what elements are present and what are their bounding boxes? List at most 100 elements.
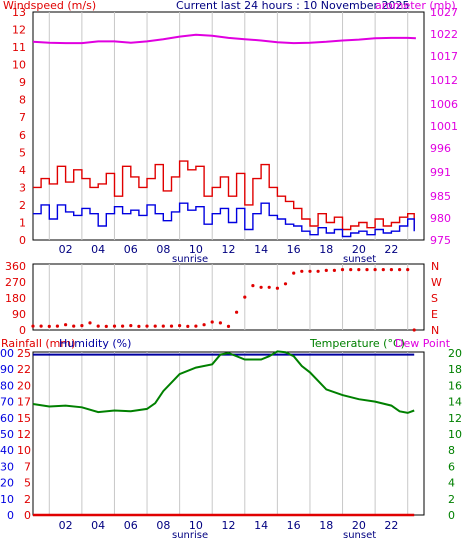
wind-x-axis: 02 04 06 08 10 12 14 16 18 20 22 xyxy=(59,243,399,256)
compass-tick-label: E xyxy=(431,308,438,321)
direction-point xyxy=(324,268,328,272)
x-tick-label: 20 xyxy=(352,243,366,256)
barometer-tick-label: 996 xyxy=(430,142,451,155)
temp-series xyxy=(32,350,415,517)
x-tick-label: 04 xyxy=(91,519,105,532)
rainfall-title: Rainfall (mm) xyxy=(1,337,75,350)
x-tick-label: 22 xyxy=(384,243,398,256)
direction-series xyxy=(31,268,416,332)
direction-point xyxy=(226,324,231,328)
compass-tick-label: W xyxy=(431,276,442,289)
direction-point xyxy=(194,324,198,328)
direction-tick-label: 270 xyxy=(5,276,26,289)
temperature-title: Temperature (°C) xyxy=(309,337,405,350)
direction-point xyxy=(210,320,214,324)
direction-point xyxy=(64,323,68,327)
direction-point xyxy=(267,285,271,289)
temperature-tick-label: 12 xyxy=(448,412,462,425)
direction-panel-frame xyxy=(32,263,425,331)
rain-tick-label: 10 xyxy=(17,444,31,457)
humidity-tick-label: 80 xyxy=(0,379,14,392)
compass-tick-label: N xyxy=(431,324,439,337)
temperature-tick-label: 14 xyxy=(448,396,462,409)
temperature-line xyxy=(32,350,415,414)
temperature-tick-label: 2 xyxy=(448,493,455,506)
direction-point xyxy=(72,324,76,328)
direction-point xyxy=(332,268,336,272)
direction-point xyxy=(316,269,320,273)
direction-point xyxy=(259,285,263,289)
direction-point xyxy=(308,269,312,273)
direction-point xyxy=(412,328,416,332)
temp-panel-frame xyxy=(32,351,425,516)
barometer-tick-label: 1012 xyxy=(430,74,458,87)
humidity-tick-label: 0 xyxy=(7,509,14,522)
temp-x-axis: 02 04 06 08 10 12 14 16 18 20 22 xyxy=(59,519,399,532)
direction-point xyxy=(80,324,84,328)
barometer-tick-label: 1022 xyxy=(430,28,458,41)
humidity-title: Humidity (%) xyxy=(59,337,131,350)
direction-point xyxy=(104,324,108,328)
direction-point xyxy=(373,268,377,272)
barometer-tick-label: 1006 xyxy=(430,98,458,111)
direction-point xyxy=(96,324,100,328)
wind-tick-label: 9 xyxy=(19,76,26,89)
direction-point xyxy=(129,324,133,328)
chart-title: Current last 24 hours : 10 November 2025 xyxy=(176,0,409,12)
direction-point xyxy=(153,324,157,328)
barometer-tick-label: 985 xyxy=(430,190,451,203)
direction-point xyxy=(398,268,402,272)
direction-point xyxy=(381,268,385,272)
x-tick-label: 08 xyxy=(156,519,170,532)
wind-tick-label: 6 xyxy=(19,129,26,142)
rain-tick-label: 17 xyxy=(17,396,31,409)
direction-point xyxy=(47,324,51,328)
humidity-tick-label: 10 xyxy=(0,493,14,506)
direction-point xyxy=(112,324,117,328)
temperature-tick-label: 18 xyxy=(448,363,462,376)
direction-point xyxy=(88,321,92,325)
wind-tick-label: 4 xyxy=(19,164,26,177)
temperature-tick-label: 16 xyxy=(448,379,462,392)
x-tick-label: 18 xyxy=(319,519,333,532)
barometer-tick-label: 1027 xyxy=(430,6,458,19)
direction-tick-label: 90 xyxy=(12,308,26,321)
temp-panel-grid xyxy=(48,352,409,515)
wind-tick-label: 11 xyxy=(12,41,26,54)
dewpoint-title: Dew Point xyxy=(395,337,451,350)
wind-tick-label: 3 xyxy=(19,181,26,194)
x-tick-label: 10 xyxy=(189,519,203,532)
x-tick-label: 12 xyxy=(222,519,236,532)
direction-point xyxy=(55,324,60,328)
sunrise-label-top: sunrise xyxy=(172,254,208,265)
barometer-tick-label: 1001 xyxy=(430,120,458,133)
barometer-right-axis: 975 980 985 991 996 1001 1006 1012 1017 1022 1027 xyxy=(430,6,458,247)
rain-tick-label: 5 xyxy=(24,477,31,490)
direction-point xyxy=(31,324,35,328)
rain-tick-label: 12 xyxy=(17,428,31,441)
humidity-left-axis: 0 10 20 30 40 50 60 70 80 90 100 xyxy=(0,347,14,522)
rain-tick-label: 15 xyxy=(17,412,31,425)
wind-tick-label: 10 xyxy=(12,59,26,72)
x-tick-label: 06 xyxy=(124,243,138,256)
humidity-tick-label: 90 xyxy=(0,363,14,376)
direction-point xyxy=(169,324,174,328)
direction-point xyxy=(406,268,410,272)
x-tick-label: 02 xyxy=(59,519,73,532)
windspeed-title: Windspeed (m/s) xyxy=(3,0,96,12)
humidity-tick-label: 30 xyxy=(0,460,14,473)
wind-panel-frame xyxy=(32,11,425,241)
rain-tick-label: 2 xyxy=(24,493,31,506)
rain-tick-label: 0 xyxy=(24,509,31,522)
direction-point xyxy=(137,324,141,328)
humidity-tick-label: 40 xyxy=(0,444,14,457)
wind-tick-label: 12 xyxy=(12,24,26,37)
direction-point xyxy=(251,284,255,288)
sunset-label-bottom: sunset xyxy=(343,530,376,541)
rain-tick-label: 22 xyxy=(17,363,31,376)
barometer-tick-label: 1017 xyxy=(430,50,458,63)
rain-tick-label: 20 xyxy=(17,379,31,392)
